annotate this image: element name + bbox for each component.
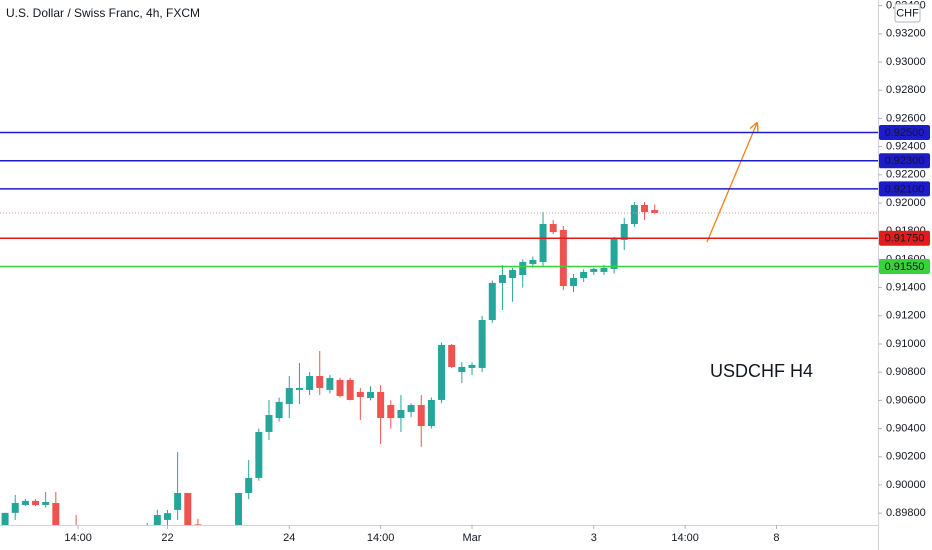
level-label: 0.92300 xyxy=(885,155,925,167)
level-label-box xyxy=(879,258,930,274)
candle-body xyxy=(569,278,577,287)
candle-body xyxy=(580,271,588,279)
x-tick-label: 8 xyxy=(773,532,779,544)
currency-box xyxy=(894,3,921,23)
level-label-box xyxy=(879,125,930,141)
candle-body xyxy=(458,366,466,373)
time-axis: 14:00 22 24 14:00 Mar 3 14:00 8 xyxy=(64,525,780,544)
x-tick-label: 14:00 xyxy=(64,532,92,544)
candle-body xyxy=(245,477,253,493)
candle-body xyxy=(630,204,638,225)
y-tick-label: 0.90800 xyxy=(886,366,926,378)
candle-body xyxy=(1,512,9,525)
candle-body xyxy=(336,379,344,397)
level-label-box xyxy=(879,153,930,169)
candle-body xyxy=(468,364,476,368)
y-tick-label: 0.92400 xyxy=(886,141,926,153)
level-label-box xyxy=(879,230,930,246)
candle-body xyxy=(549,224,557,233)
candle-body xyxy=(42,502,50,505)
y-tick-label: 0.93000 xyxy=(886,56,926,68)
candle-body xyxy=(610,238,618,269)
candle-body xyxy=(235,492,243,525)
y-tick-label: 0.90600 xyxy=(886,394,926,406)
candle-body xyxy=(539,224,547,262)
candle-body xyxy=(21,500,29,505)
candle-body xyxy=(153,514,161,525)
y-tick-label: 0.92800 xyxy=(886,84,926,96)
x-tick-label: 14:00 xyxy=(367,532,395,544)
level-label: 0.92100 xyxy=(885,183,925,195)
candle-body xyxy=(184,492,192,525)
candle-body xyxy=(519,261,527,276)
y-tick-label: 0.91200 xyxy=(886,310,926,322)
candle-body xyxy=(478,320,486,368)
candle-body xyxy=(651,210,659,214)
candle-body xyxy=(498,275,506,283)
candle-body xyxy=(387,405,395,418)
chart-title: U.S. Dollar / Swiss Franc, 4h, FXCM xyxy=(6,6,200,20)
level-label-box xyxy=(879,181,930,197)
candle-body xyxy=(620,224,628,240)
y-tick-label: 0.90000 xyxy=(886,479,926,491)
y-tick-label: 0.92200 xyxy=(886,169,926,181)
level-label: 0.91750 xyxy=(885,233,925,245)
level-label: 0.92500 xyxy=(885,127,925,139)
y-tick-label: 0.90200 xyxy=(886,451,926,463)
plot-area xyxy=(0,202,878,525)
candle-body xyxy=(488,282,496,321)
candle-body xyxy=(326,377,334,390)
y-tick-label: 0.91000 xyxy=(886,338,926,350)
x-tick-label: 14:00 xyxy=(671,532,699,544)
candle-body xyxy=(11,503,19,513)
candle-body xyxy=(255,431,263,478)
candle-body xyxy=(346,379,354,400)
candle-body xyxy=(600,267,608,272)
candle-body xyxy=(295,387,303,390)
candle-body xyxy=(306,375,314,390)
y-tick-label: 0.91400 xyxy=(886,282,926,294)
candle-body xyxy=(641,204,649,213)
candle-body xyxy=(529,259,537,265)
candle-body xyxy=(397,409,405,418)
projection-arrow xyxy=(706,123,757,243)
candle-body xyxy=(265,415,273,432)
candle-body xyxy=(427,399,435,427)
candle-body xyxy=(590,268,598,272)
y-tick-label: 0.93200 xyxy=(886,28,926,40)
x-tick-label: Mar xyxy=(463,532,482,544)
level-label: 0.91550 xyxy=(885,261,925,273)
y-tick-label: 0.92000 xyxy=(886,197,926,209)
candle-body xyxy=(32,500,40,505)
x-tick-label: 22 xyxy=(161,532,173,544)
y-tick-label: 0.90400 xyxy=(886,422,926,434)
x-tick-label: 24 xyxy=(283,532,295,544)
candle-body xyxy=(509,269,517,279)
levels: 0.92500 0.92300 0.92100 0.91750 0.91550 xyxy=(0,125,930,274)
candle-body xyxy=(438,344,446,400)
candle-body xyxy=(174,492,182,510)
candle-body xyxy=(417,405,425,427)
annotation: USDCHF H4 xyxy=(710,361,813,381)
y-tick-label: 0.92600 xyxy=(886,112,926,124)
candle-body xyxy=(356,391,364,397)
x-tick-label: 3 xyxy=(591,532,597,544)
candle-body xyxy=(377,391,385,418)
candle-body xyxy=(559,229,567,287)
candle-body xyxy=(163,513,171,520)
candle-body xyxy=(316,375,324,388)
candle-body xyxy=(52,503,60,525)
candle-body xyxy=(366,391,374,398)
currency-label: CHF xyxy=(896,7,919,19)
candle-body xyxy=(448,344,456,367)
candle-body xyxy=(407,405,415,412)
y-tick-label: 0.89800 xyxy=(886,507,926,519)
candle-body xyxy=(194,524,202,525)
candle-body xyxy=(285,387,293,405)
candle-body xyxy=(275,401,283,418)
